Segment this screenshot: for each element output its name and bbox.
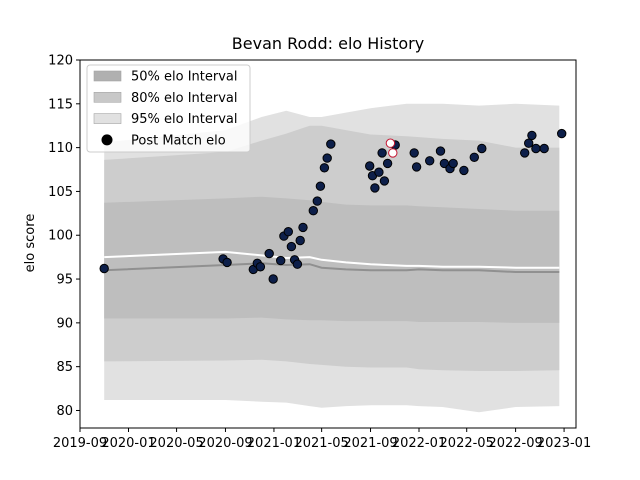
mean-elo-line: [104, 262, 560, 273]
post-match-elo-point: [99, 263, 109, 274]
x-tick-label: 2021-09: [343, 436, 397, 451]
post-match-elo-point: [222, 257, 232, 268]
post-match-elo-point: [520, 148, 530, 158]
legend-box: [86, 64, 251, 153]
x-tick-label: 2020-01: [101, 436, 155, 451]
axes-frame: [79, 59, 577, 429]
post-match-elo-point: [315, 181, 326, 191]
highlighted-elo-point: [385, 138, 396, 148]
y-tick-label: 80: [56, 404, 73, 419]
legend-label: 95% elo Interval: [131, 112, 238, 127]
x-tick-label: 2021-01: [247, 436, 301, 451]
post-match-elo-point: [283, 227, 293, 237]
post-match-elo-point: [365, 161, 375, 171]
legend-marker: [101, 134, 113, 146]
post-match-elo-point: [264, 248, 274, 259]
y-tick-label: 85: [56, 360, 73, 375]
y-tick-label: 120: [48, 54, 73, 69]
y-axis-label: elo score: [23, 214, 38, 273]
post-match-elo-point: [379, 176, 390, 186]
post-match-elo-point: [527, 130, 537, 141]
post-match-elo-point: [411, 162, 422, 172]
x-tick-label: 2022-01: [392, 436, 446, 451]
y-tick-label: 100: [48, 229, 73, 244]
post-match-elo-point: [286, 241, 297, 252]
post-match-elo-point: [370, 183, 380, 193]
legend-swatch: [93, 92, 122, 103]
x-tick-label: 2022-09: [488, 436, 542, 451]
post-match-elo-point: [531, 143, 541, 154]
interval-band-3: [104, 196, 560, 323]
post-match-elo-point: [326, 139, 336, 149]
post-match-elo-point: [319, 163, 330, 173]
post-match-elo-point: [539, 143, 549, 154]
legend-label: 80% elo Interval: [131, 91, 238, 106]
post-match-elo-point: [377, 148, 387, 158]
post-match-elo-point: [409, 148, 419, 158]
post-match-elo-point: [308, 206, 318, 216]
y-tick-label: 95: [56, 273, 73, 288]
x-tick-label: 2019-09: [53, 436, 107, 451]
legend-swatch: [93, 70, 122, 82]
post-match-elo-point: [374, 167, 384, 177]
post-match-elo-point: [255, 262, 266, 272]
post-match-elo-point: [435, 146, 446, 156]
legend-swatch: [93, 113, 122, 124]
post-match-elo-point: [448, 158, 458, 169]
y-tick-label: 115: [48, 97, 73, 112]
post-match-elo-point: [557, 128, 567, 139]
post-match-elo-point: [276, 255, 286, 266]
y-tick-label: 90: [56, 316, 73, 331]
y-tick-label: 105: [48, 185, 73, 200]
legend-label: 50% elo Interval: [131, 70, 238, 85]
post-match-elo-point: [382, 158, 393, 169]
highlighted-elo-point: [388, 148, 398, 158]
chart-title: Bevan Rodd: elo History: [232, 34, 424, 53]
x-tick-label: 2020-09: [198, 436, 252, 451]
post-match-elo-point: [295, 235, 305, 246]
x-tick-label: 2021-05: [294, 436, 348, 451]
legend: 50% elo Interval 80% elo Interval 95% elo …: [86, 64, 251, 153]
x-tick-label: 2023-01: [537, 436, 591, 451]
y-tick-label: 110: [48, 141, 73, 156]
post-match-elo-point: [322, 153, 332, 163]
plot-area: [99, 103, 567, 413]
x-tick-label: 2022-05: [440, 436, 494, 451]
post-match-elo-point: [312, 196, 322, 206]
post-match-elo-point: [425, 156, 435, 166]
legend-label: Post Match elo: [131, 133, 226, 148]
post-match-elo-point: [477, 143, 487, 154]
post-match-elo-point: [459, 165, 469, 176]
post-match-elo-point: [268, 274, 278, 284]
axes: 808590951001051101151202019-092020-01202…: [48, 54, 591, 452]
post-match-elo-point: [469, 152, 479, 163]
post-match-elo-point: [292, 259, 303, 269]
post-match-elo-point: [298, 222, 308, 233]
x-tick-label: 2020-05: [149, 436, 203, 451]
post-match-elo-point: [524, 138, 534, 148]
